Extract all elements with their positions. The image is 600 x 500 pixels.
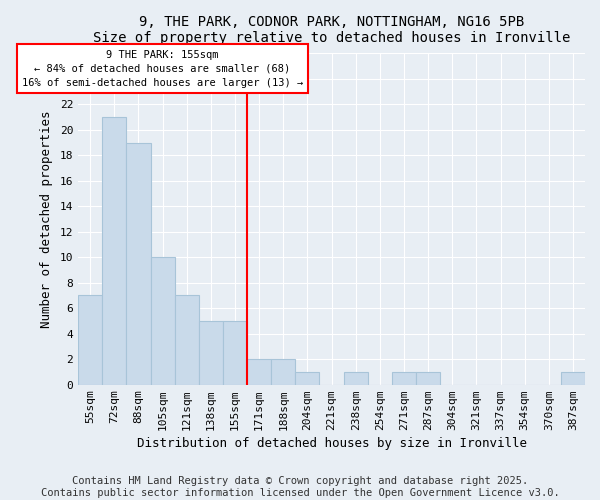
Bar [416, 372, 440, 384]
Title: 9, THE PARK, CODNOR PARK, NOTTINGHAM, NG16 5PB
Size of property relative to deta: 9, THE PARK, CODNOR PARK, NOTTINGHAM, NG… [93, 15, 570, 45]
Bar [102, 117, 127, 384]
Text: Contains HM Land Registry data © Crown copyright and database right 2025.
Contai: Contains HM Land Registry data © Crown c… [41, 476, 559, 498]
Bar [127, 142, 151, 384]
Y-axis label: Number of detached properties: Number of detached properties [40, 110, 53, 328]
Bar [247, 359, 271, 384]
Bar [392, 372, 416, 384]
X-axis label: Distribution of detached houses by size in Ironville: Distribution of detached houses by size … [137, 437, 527, 450]
Bar [175, 296, 199, 384]
Bar [295, 372, 319, 384]
Bar [151, 257, 175, 384]
Bar [344, 372, 368, 384]
Bar [561, 372, 585, 384]
Bar [78, 296, 102, 384]
Bar [223, 321, 247, 384]
Bar [199, 321, 223, 384]
Bar [271, 359, 295, 384]
Text: 9 THE PARK: 155sqm
← 84% of detached houses are smaller (68)
16% of semi-detache: 9 THE PARK: 155sqm ← 84% of detached hou… [22, 50, 303, 88]
